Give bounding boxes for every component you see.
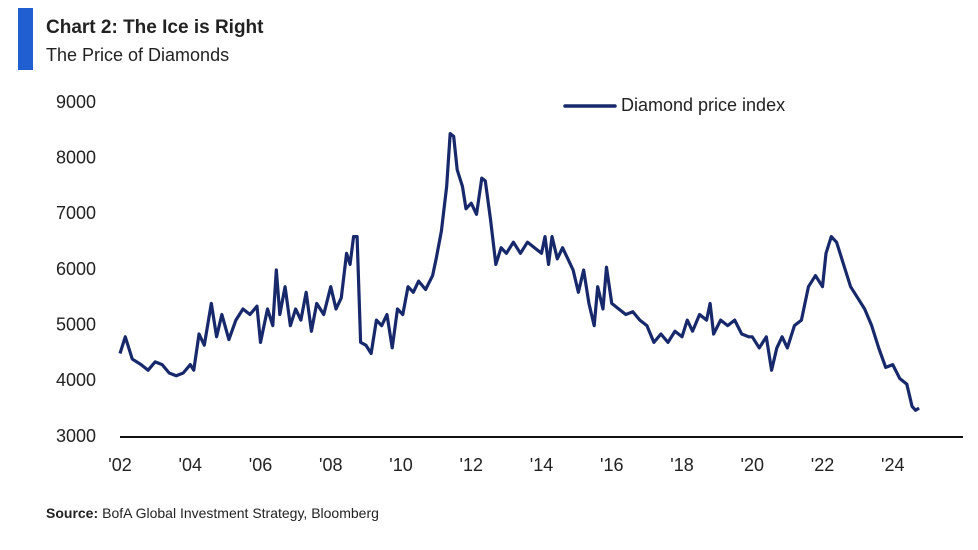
x-tick-label: '18 xyxy=(670,455,693,475)
x-tick-label: '24 xyxy=(881,455,904,475)
series-line xyxy=(118,132,920,412)
source-label: Source: xyxy=(46,505,98,521)
y-tick-label: 5000 xyxy=(56,314,96,334)
x-tick-label: '16 xyxy=(600,455,623,475)
chart-subtitle: The Price of Diamonds xyxy=(46,45,229,65)
x-tick-label: '12 xyxy=(460,455,483,475)
source-text: BofA Global Investment Strategy, Bloombe… xyxy=(102,505,379,521)
x-tick-label: '08 xyxy=(319,455,342,475)
x-tick-label: '20 xyxy=(741,455,764,475)
y-tick-label: 9000 xyxy=(56,92,96,112)
y-tick-label: 7000 xyxy=(56,203,96,223)
y-tick-label: 4000 xyxy=(56,370,96,390)
source: Source: BofA Global Investment Strategy, … xyxy=(46,505,379,521)
x-tick-label: '02 xyxy=(108,455,131,475)
title-accent xyxy=(18,8,33,70)
y-tick-label: 3000 xyxy=(56,426,96,446)
x-tick-label: '06 xyxy=(249,455,272,475)
chart-title: Chart 2: The Ice is Right xyxy=(46,17,264,38)
y-tick-label: 8000 xyxy=(56,147,96,167)
x-tick-label: '22 xyxy=(811,455,834,475)
y-tick-label: 6000 xyxy=(56,259,96,279)
x-tick-label: '14 xyxy=(530,455,553,475)
x-tick-label: '10 xyxy=(389,455,412,475)
legend-label: Diamond price index xyxy=(621,95,785,115)
x-tick-label: '04 xyxy=(179,455,202,475)
